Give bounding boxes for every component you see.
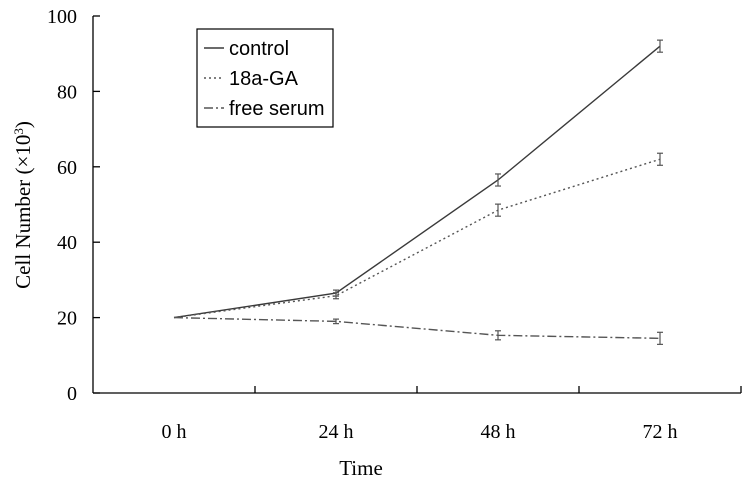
legend-label-1: 18a-GA: [229, 68, 299, 90]
legend-label-0: control: [229, 38, 289, 60]
error-bar: [495, 330, 501, 341]
legend: control 18a-GA free serum: [196, 28, 334, 128]
y-axis-title-main: Cell Number (×10: [11, 135, 35, 289]
x-tick-label: 72 h: [643, 421, 678, 443]
error-bar: [657, 331, 663, 345]
y-tick-label: 20: [57, 308, 77, 330]
x-tick-label: 48 h: [481, 421, 516, 443]
error-bar: [657, 39, 663, 53]
error-bar: [657, 152, 663, 166]
series-line-1: [173, 158, 661, 319]
y-tick-label: 0: [67, 383, 77, 405]
series-layer: [173, 39, 663, 345]
legend-label-2: free serum: [229, 98, 325, 120]
y-ticks: 0 20 40 60 80 100: [47, 6, 100, 405]
y-tick-label: 40: [57, 232, 77, 254]
y-tick-label: 60: [57, 157, 77, 179]
x-ticks: 0 h 24 h 48 h 72 h: [162, 386, 742, 443]
x-tick-label: 0 h: [162, 421, 187, 443]
error-bar: [333, 318, 339, 325]
error-bar: [495, 203, 501, 217]
x-tick-label: 24 h: [319, 421, 354, 443]
axes: [92, 16, 741, 394]
y-tick-label: 80: [57, 81, 77, 103]
error-bar: [333, 292, 339, 300]
y-tick-label: 100: [47, 6, 77, 28]
y-axis-title-close: ): [11, 121, 35, 128]
series-line-2: [173, 316, 661, 340]
y-axis-title: Cell Number (×103): [11, 121, 36, 289]
x-axis-title: Time: [339, 456, 383, 480]
series-line-0: [173, 45, 661, 319]
error-bar: [495, 173, 501, 187]
y-axis-title-sup: 3: [11, 128, 26, 135]
